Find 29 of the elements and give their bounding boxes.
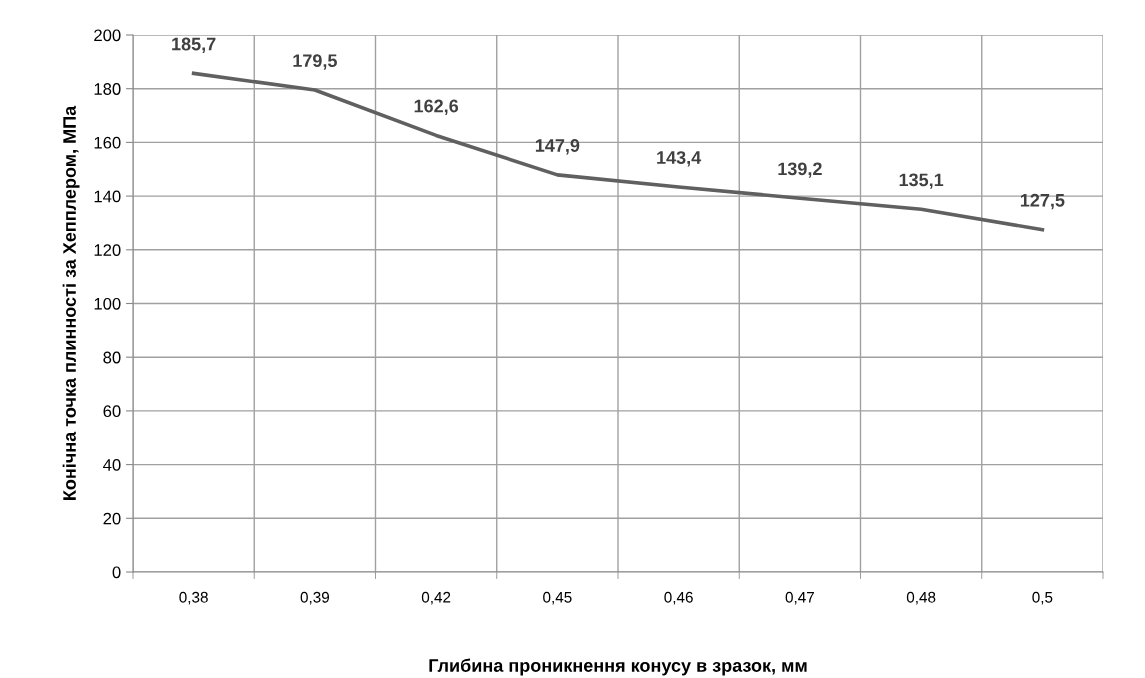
data-label: 135,1 bbox=[899, 173, 944, 189]
x-tick-label: 0,48 bbox=[906, 591, 936, 605]
x-tick-label: 0,5 bbox=[1032, 591, 1053, 605]
y-tick-label: 100 bbox=[94, 297, 121, 310]
y-axis-title: Конічна точка плинності за Хепплером, МПа bbox=[62, 105, 80, 500]
x-tick-label: 0,39 bbox=[300, 591, 330, 605]
data-label: 127,5 bbox=[1020, 193, 1065, 210]
data-label: 162,6 bbox=[414, 99, 459, 116]
x-tick-label: 0,47 bbox=[785, 591, 814, 605]
data-label: 147,9 bbox=[535, 139, 580, 155]
data-label: 139,2 bbox=[778, 162, 822, 178]
data-label: 179,5 bbox=[293, 54, 337, 70]
data-label: 185,7 bbox=[172, 37, 216, 53]
y-tick-label: 80 bbox=[103, 351, 121, 364]
y-tick-label: 200 bbox=[94, 29, 121, 42]
y-tick-label: 180 bbox=[94, 83, 121, 95]
y-tick-label: 20 bbox=[103, 512, 121, 525]
y-tick-label: 0 bbox=[112, 566, 121, 579]
y-tick-label: 60 bbox=[103, 405, 121, 418]
x-tick-label: 0,45 bbox=[543, 591, 572, 605]
y-tick-label: 120 bbox=[94, 244, 121, 256]
data-label: 143,4 bbox=[657, 151, 702, 167]
y-tick-label: 40 bbox=[103, 459, 121, 471]
x-tick-label: 0,46 bbox=[664, 591, 693, 605]
x-tick-label: 0,42 bbox=[421, 591, 451, 605]
x-tick-label: 0,38 bbox=[179, 591, 208, 605]
y-tick-label: 140 bbox=[94, 190, 121, 203]
x-axis-title: Глибина проникнення конусу в зразок, мм bbox=[429, 658, 807, 676]
y-tick-label: 160 bbox=[94, 136, 121, 149]
